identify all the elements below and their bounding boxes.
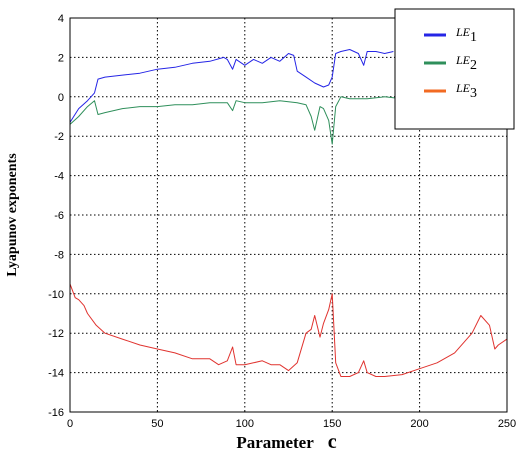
x-tick-label: 250	[498, 418, 516, 430]
y-tick-label: -6	[54, 210, 64, 222]
plot-area-frame	[69, 17, 508, 413]
series-line-le3	[69, 283, 508, 377]
legend-box	[394, 8, 515, 130]
y-tick-label: -2	[54, 131, 64, 143]
x-tick-labels: 0 50 100 150 200 250	[67, 418, 516, 430]
y-tick-label: -10	[48, 289, 64, 301]
x-tick-label: 50	[151, 418, 163, 430]
x-tick-label: 100	[236, 418, 254, 430]
x-axis-label: Parameter c	[236, 431, 336, 453]
y-tick-label: -14	[48, 368, 64, 380]
y-tick-labels: 4 2 0 -2 -4 -6 -8 -10 -12 -14 -16	[48, 13, 64, 419]
x-tick-label: 150	[323, 418, 341, 430]
series-lines	[69, 49, 508, 377]
x-tick-label: 0	[67, 418, 73, 430]
y-tick-label: 0	[58, 92, 64, 104]
y-tick-label: 4	[58, 13, 64, 25]
x-tick-label: 200	[410, 418, 428, 430]
y-tick-label: -4	[54, 171, 64, 183]
series-line-le1	[69, 49, 394, 123]
series-line-le2	[69, 96, 420, 145]
y-tick-label: 2	[58, 52, 64, 64]
y-tick-label: -16	[48, 407, 64, 419]
y-axis-label: Lyapunov exponents	[5, 153, 20, 277]
x-axis-label-text: Parameter c	[236, 431, 336, 453]
y-tick-label: -12	[48, 328, 64, 340]
y-tick-label: -8	[54, 249, 64, 261]
